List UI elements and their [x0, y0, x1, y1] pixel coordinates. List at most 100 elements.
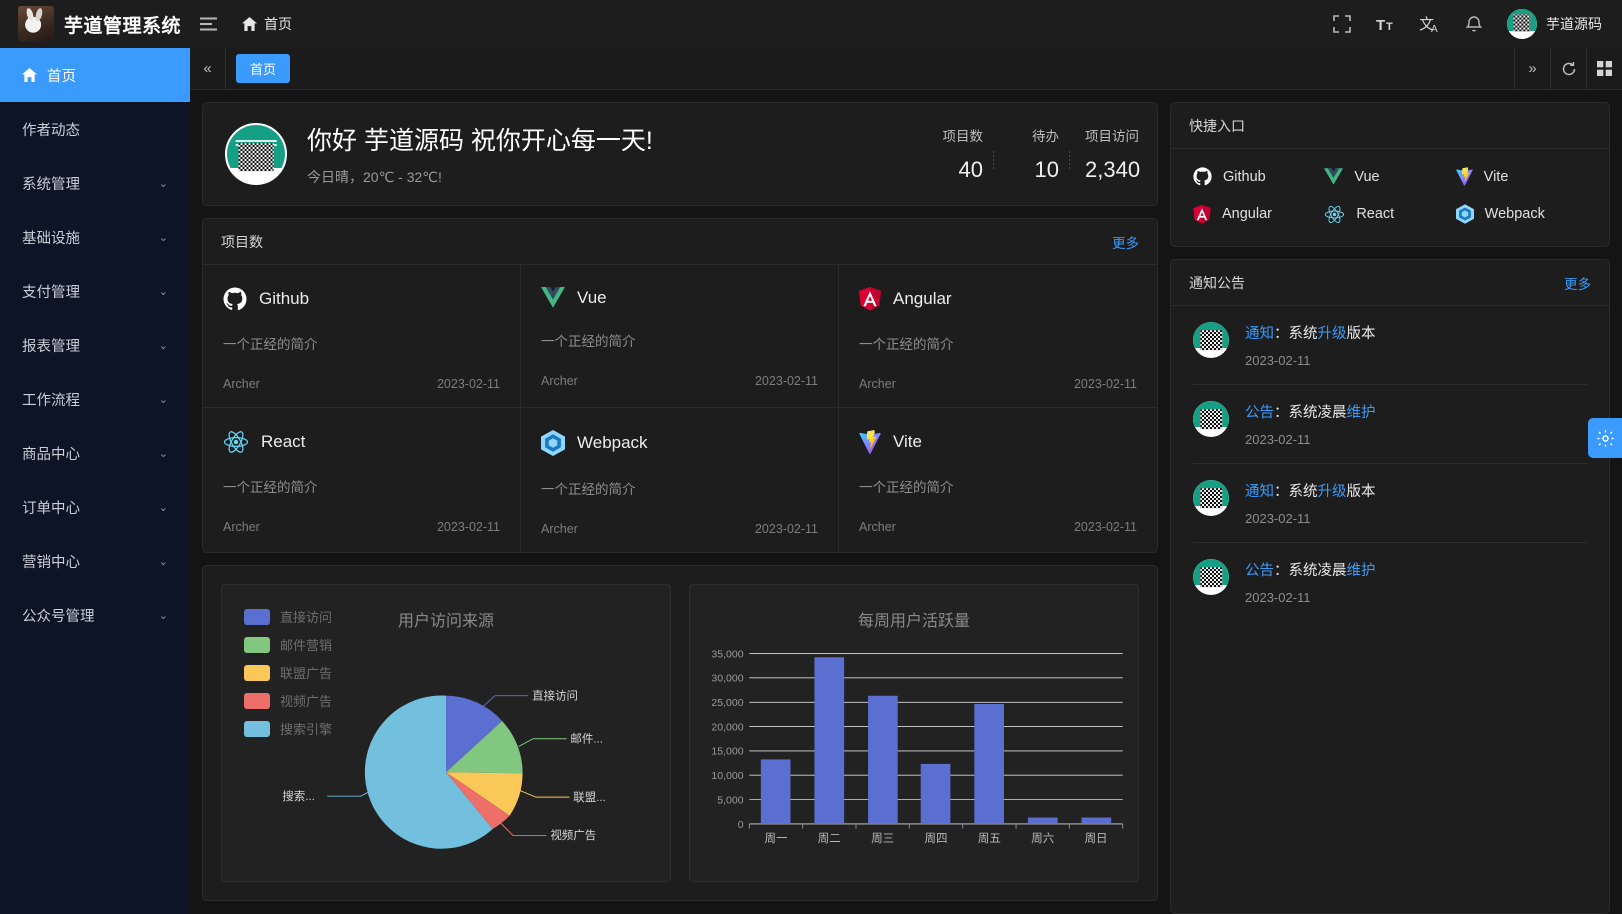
chevron-double-right-icon[interactable]: »	[1514, 48, 1550, 89]
user-menu[interactable]: 芋道源码	[1497, 9, 1608, 39]
legend-label: 视频广告	[280, 694, 333, 709]
stat-value: 2,340	[1085, 157, 1141, 182]
legend-item[interactable]: 直接访问	[244, 607, 332, 626]
sidebar-item-home[interactable]: 首页	[0, 48, 190, 102]
quick-entry-header: 快捷入口	[1171, 103, 1609, 149]
user-name: 芋道源码	[1546, 16, 1602, 32]
sidebar-item-author-feed[interactable]: 作者动态	[0, 102, 190, 156]
project-author: Archer	[859, 520, 896, 534]
legend-item[interactable]: 联盟广告	[244, 663, 332, 682]
sidebar-item-marketing-center[interactable]: 营销中心 ⌄	[0, 534, 190, 588]
github-icon	[223, 287, 247, 311]
y-tick-35000: 35,000	[711, 648, 743, 660]
notice-title[interactable]: 通知：系统升级版本	[1245, 322, 1587, 343]
breadcrumb-home-label: 首页	[264, 16, 292, 32]
quick-entry-github[interactable]: Github	[1193, 167, 1324, 186]
bar-sun	[1081, 817, 1112, 824]
notice-title[interactable]: 公告：系统凌晨维护	[1245, 559, 1587, 580]
welcome-stats: 项目数 40 待办 10 项目访问 2,340	[907, 125, 1141, 183]
pie-label-direct: 直接访问	[532, 688, 578, 702]
legend-swatch	[244, 608, 270, 625]
legend-item[interactable]: 搜索引擎	[244, 719, 332, 738]
grid-icon[interactable]	[1586, 48, 1622, 89]
menu-icon[interactable]	[190, 0, 226, 48]
legend-item[interactable]: 邮件营销	[244, 635, 332, 654]
tab-home[interactable]: 首页	[236, 54, 291, 83]
webpack-icon	[541, 430, 565, 456]
project-author: Archer	[223, 377, 260, 391]
charts-row: 用户访问来源 直接访问 邮件营销	[203, 566, 1157, 900]
sidebar-item-label: 营销中心	[22, 554, 80, 571]
bell-icon[interactable]	[1453, 0, 1495, 48]
projects-more-link[interactable]: 更多	[1112, 235, 1139, 251]
welcome-panel: 你好 芋道源码 祝你开心每一天! 今日晴，20℃ - 32℃! 项目数 40 待…	[202, 102, 1158, 206]
sidebar-item-label: 报表管理	[22, 338, 80, 355]
project-card[interactable]: Angular 一个正经的简介 Archer 2023-02-11	[839, 265, 1157, 408]
x-tick-thu: 周四	[925, 832, 948, 845]
brand[interactable]: 芋道管理系统	[0, 6, 190, 42]
svg-text:A: A	[1431, 24, 1438, 33]
project-name: Angular	[893, 289, 952, 308]
sidebar-item-order-center[interactable]: 订单中心 ⌄	[0, 480, 190, 534]
svg-text:T: T	[1386, 21, 1393, 33]
app-title: 芋道管理系统	[64, 15, 182, 37]
notice-text-b: 版本	[1346, 484, 1376, 500]
quick-entry-react[interactable]: React	[1324, 204, 1455, 224]
chevron-down-icon: ⌄	[158, 231, 168, 244]
refresh-icon[interactable]	[1550, 48, 1586, 89]
quick-entry-label: Vue	[1354, 168, 1380, 185]
project-desc: 一个正经的简介	[223, 480, 318, 495]
fullscreen-icon[interactable]	[1321, 0, 1363, 48]
home-icon	[22, 68, 37, 82]
project-card[interactable]: Vue 一个正经的简介 Archer 2023-02-11	[521, 265, 839, 408]
project-card[interactable]: Github 一个正经的简介 Archer 2023-02-11	[203, 265, 521, 408]
project-card[interactable]: Webpack 一个正经的简介 Archer 2023-02-11	[521, 408, 839, 552]
project-card[interactable]: React 一个正经的简介 Archer 2023-02-11	[203, 408, 521, 552]
notice-text-a: 系统	[1288, 326, 1318, 342]
sidebar-item-system-management[interactable]: 系统管理 ⌄	[0, 156, 190, 210]
quick-entry-vue[interactable]: Vue	[1324, 167, 1455, 186]
x-tick-sat: 周六	[1031, 832, 1054, 845]
quick-entry-angular[interactable]: Angular	[1193, 204, 1324, 224]
list-item[interactable]: 公告：系统凌晨维护 2023-02-11	[1193, 385, 1587, 464]
sidebar-item-official-account-management[interactable]: 公众号管理 ⌄	[0, 588, 190, 642]
legend-item[interactable]: 视频广告	[244, 691, 332, 710]
notice-title[interactable]: 通知：系统升级版本	[1245, 480, 1587, 501]
notice-tag: 通知	[1245, 326, 1274, 342]
list-item[interactable]: 通知：系统升级版本 2023-02-11	[1193, 306, 1587, 385]
notice-highlight: 维护	[1346, 405, 1376, 421]
vue-icon	[1324, 168, 1344, 185]
list-item[interactable]: 公告：系统凌晨维护 2023-02-11	[1193, 543, 1587, 621]
settings-drawer-button[interactable]	[1588, 418, 1622, 458]
project-card[interactable]: Vite 一个正经的简介 Archer 2023-02-11	[839, 408, 1157, 552]
sidebar-item-report-management[interactable]: 报表管理 ⌄	[0, 318, 190, 372]
chevron-double-left-icon[interactable]: «	[190, 48, 226, 89]
notices-panel: 通知公告 更多 通知：系统升级版本 2023-02-11	[1170, 259, 1610, 914]
avatar	[1193, 559, 1229, 595]
bar-series	[760, 657, 1112, 824]
stat-label: 项目访问	[1085, 129, 1139, 144]
quick-entry-webpack[interactable]: Webpack	[1455, 204, 1587, 224]
notices-more-link[interactable]: 更多	[1564, 276, 1591, 292]
breadcrumb-home[interactable]: 首页	[232, 0, 302, 48]
translate-icon[interactable]: 文 A	[1409, 0, 1451, 48]
tabbar-actions: »	[1514, 48, 1622, 89]
x-tick-mon: 周一	[764, 832, 787, 845]
project-desc: 一个正经的简介	[223, 337, 318, 352]
gear-icon	[1596, 429, 1615, 448]
sidebar-item-label: 系统管理	[22, 176, 80, 193]
font-size-icon[interactable]: T T	[1365, 0, 1407, 48]
notice-date: 2023-02-11	[1245, 432, 1311, 447]
quick-entry-vite[interactable]: Vite	[1455, 167, 1587, 186]
sidebar-item-product-center[interactable]: 商品中心 ⌄	[0, 426, 190, 480]
sidebar-item-workflow[interactable]: 工作流程 ⌄	[0, 372, 190, 426]
welcome-subtitle: 今日晴，20℃ - 32℃!	[307, 169, 442, 185]
project-date: 2023-02-11	[754, 374, 818, 388]
avatar	[1507, 9, 1537, 39]
notice-tag: 公告	[1245, 563, 1274, 579]
sidebar-item-infrastructure[interactable]: 基础设施 ⌄	[0, 210, 190, 264]
list-item[interactable]: 通知：系统升级版本 2023-02-11	[1193, 464, 1587, 543]
notice-title[interactable]: 公告：系统凌晨维护	[1245, 401, 1587, 422]
sidebar-item-payment-management[interactable]: 支付管理 ⌄	[0, 264, 190, 318]
